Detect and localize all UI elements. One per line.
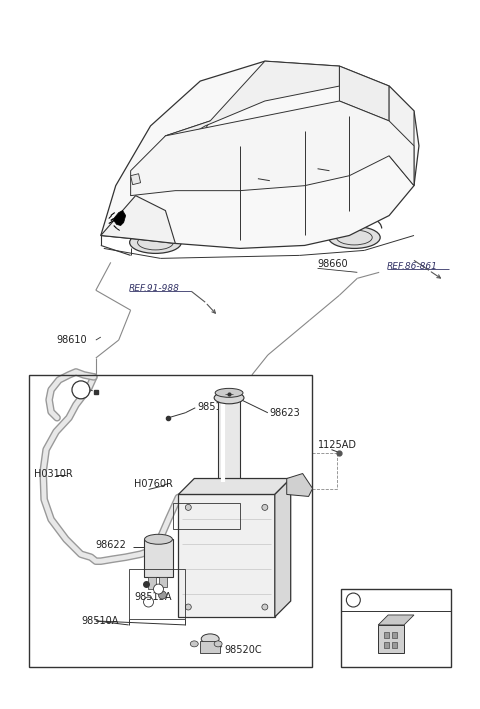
Bar xyxy=(392,632,397,638)
Text: 98610: 98610 xyxy=(56,335,87,345)
Polygon shape xyxy=(212,488,246,498)
Text: H0760R: H0760R xyxy=(133,479,172,489)
Ellipse shape xyxy=(215,389,243,397)
Text: 98515A: 98515A xyxy=(134,592,172,602)
Circle shape xyxy=(185,504,192,510)
Bar xyxy=(129,569,185,619)
Circle shape xyxy=(262,604,268,610)
Text: 98620: 98620 xyxy=(185,493,216,503)
Polygon shape xyxy=(131,101,414,196)
Ellipse shape xyxy=(130,231,181,253)
Bar xyxy=(144,540,173,577)
Ellipse shape xyxy=(190,641,198,647)
Polygon shape xyxy=(339,66,389,121)
Polygon shape xyxy=(389,86,414,186)
Ellipse shape xyxy=(328,226,380,248)
Bar xyxy=(341,589,451,666)
Polygon shape xyxy=(160,61,339,153)
Polygon shape xyxy=(101,61,419,248)
Text: 1125AD: 1125AD xyxy=(318,440,357,450)
Bar xyxy=(384,632,389,638)
Polygon shape xyxy=(131,174,141,184)
Text: 98660: 98660 xyxy=(318,259,348,269)
Text: a: a xyxy=(351,596,356,605)
Text: H0310R: H0310R xyxy=(34,469,73,479)
Ellipse shape xyxy=(214,392,244,404)
Circle shape xyxy=(347,593,360,607)
Ellipse shape xyxy=(201,634,219,644)
Ellipse shape xyxy=(144,535,172,545)
Polygon shape xyxy=(275,479,291,617)
Text: REF.86-861: REF.86-861 xyxy=(387,262,438,271)
Polygon shape xyxy=(378,625,404,653)
Bar xyxy=(179,494,275,617)
Text: 98623: 98623 xyxy=(270,408,300,418)
Bar xyxy=(147,577,156,589)
Text: 98520C: 98520C xyxy=(224,645,262,655)
Text: 98516: 98516 xyxy=(197,402,228,412)
Bar xyxy=(29,375,312,666)
Bar xyxy=(384,642,389,648)
Text: a: a xyxy=(78,386,84,394)
Ellipse shape xyxy=(214,641,222,647)
Bar xyxy=(392,642,397,648)
Text: 98653: 98653 xyxy=(365,595,396,605)
Circle shape xyxy=(72,381,90,399)
Circle shape xyxy=(158,591,167,599)
Polygon shape xyxy=(378,615,414,625)
Bar xyxy=(200,641,220,653)
Circle shape xyxy=(154,584,164,594)
Bar xyxy=(159,577,168,587)
Polygon shape xyxy=(131,121,210,196)
Polygon shape xyxy=(101,196,175,243)
Polygon shape xyxy=(179,479,291,494)
Polygon shape xyxy=(114,211,126,225)
Bar xyxy=(218,398,240,488)
Circle shape xyxy=(185,604,192,610)
Text: REF.91-988: REF.91-988 xyxy=(129,284,180,293)
Text: 98622: 98622 xyxy=(96,540,127,550)
Text: 98510A: 98510A xyxy=(81,616,118,626)
Polygon shape xyxy=(287,474,312,496)
Circle shape xyxy=(262,504,268,510)
